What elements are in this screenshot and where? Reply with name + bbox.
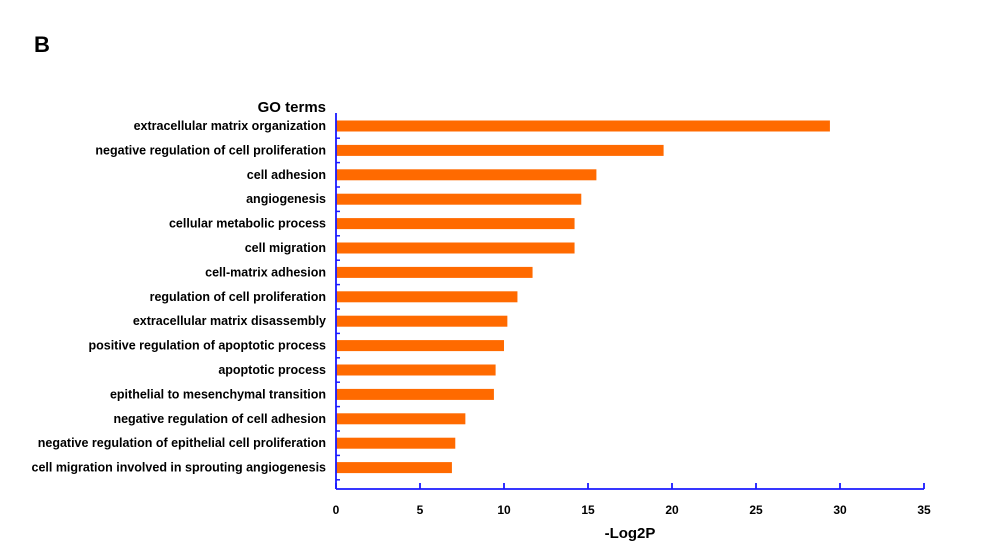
panel-letter: B	[34, 32, 50, 57]
category-label: epithelial to mesenchymal transition	[110, 387, 326, 401]
x-axis-title: -Log2P	[605, 525, 656, 542]
x-tick-label: 10	[497, 503, 511, 517]
category-label: negative regulation of cell adhesion	[113, 412, 326, 426]
bar	[336, 364, 496, 376]
x-tick-label: 5	[417, 503, 424, 517]
bar	[336, 462, 452, 474]
x-tick-label: 20	[665, 503, 679, 517]
category-label: extracellular matrix disassembly	[133, 314, 326, 328]
x-tick-label: 30	[833, 503, 847, 517]
bar	[336, 413, 466, 425]
bar	[336, 340, 504, 352]
category-label: positive regulation of apoptotic process	[88, 339, 326, 353]
bar	[336, 388, 494, 400]
x-tick-label: 15	[581, 503, 595, 517]
x-tick-labels: 0 5 10 15 20 25 30 35	[333, 503, 931, 517]
bar	[336, 120, 830, 132]
bar	[336, 169, 597, 181]
axes-group	[335, 113, 925, 490]
bar	[336, 144, 664, 156]
bar	[336, 266, 533, 278]
category-label: cell migration involved in sprouting ang…	[32, 461, 327, 475]
category-label: cell-matrix adhesion	[205, 265, 326, 279]
x-tick-label: 0	[333, 503, 340, 517]
x-tick-label: 35	[917, 503, 931, 517]
category-label: regulation of cell proliferation	[150, 290, 326, 304]
category-label: cell adhesion	[247, 168, 326, 182]
y-axis-title: GO terms	[258, 99, 326, 116]
bar	[336, 193, 582, 205]
bar	[336, 218, 575, 230]
category-label: negative regulation of epithelial cell p…	[38, 436, 326, 450]
category-label: cell migration	[245, 241, 326, 255]
x-tick-label: 25	[749, 503, 763, 517]
category-labels: extracellular matrix organization negativ…	[32, 119, 327, 475]
category-label: negative regulation of cell proliferatio…	[95, 143, 326, 157]
category-label: angiogenesis	[246, 192, 326, 206]
category-label: cellular metabolic process	[169, 217, 326, 231]
bar	[336, 315, 508, 327]
bar	[336, 437, 456, 449]
bar	[336, 291, 518, 303]
category-label: apoptotic process	[218, 363, 326, 377]
bar	[336, 242, 575, 254]
category-label: extracellular matrix organization	[134, 119, 326, 133]
bars-group	[336, 120, 830, 474]
